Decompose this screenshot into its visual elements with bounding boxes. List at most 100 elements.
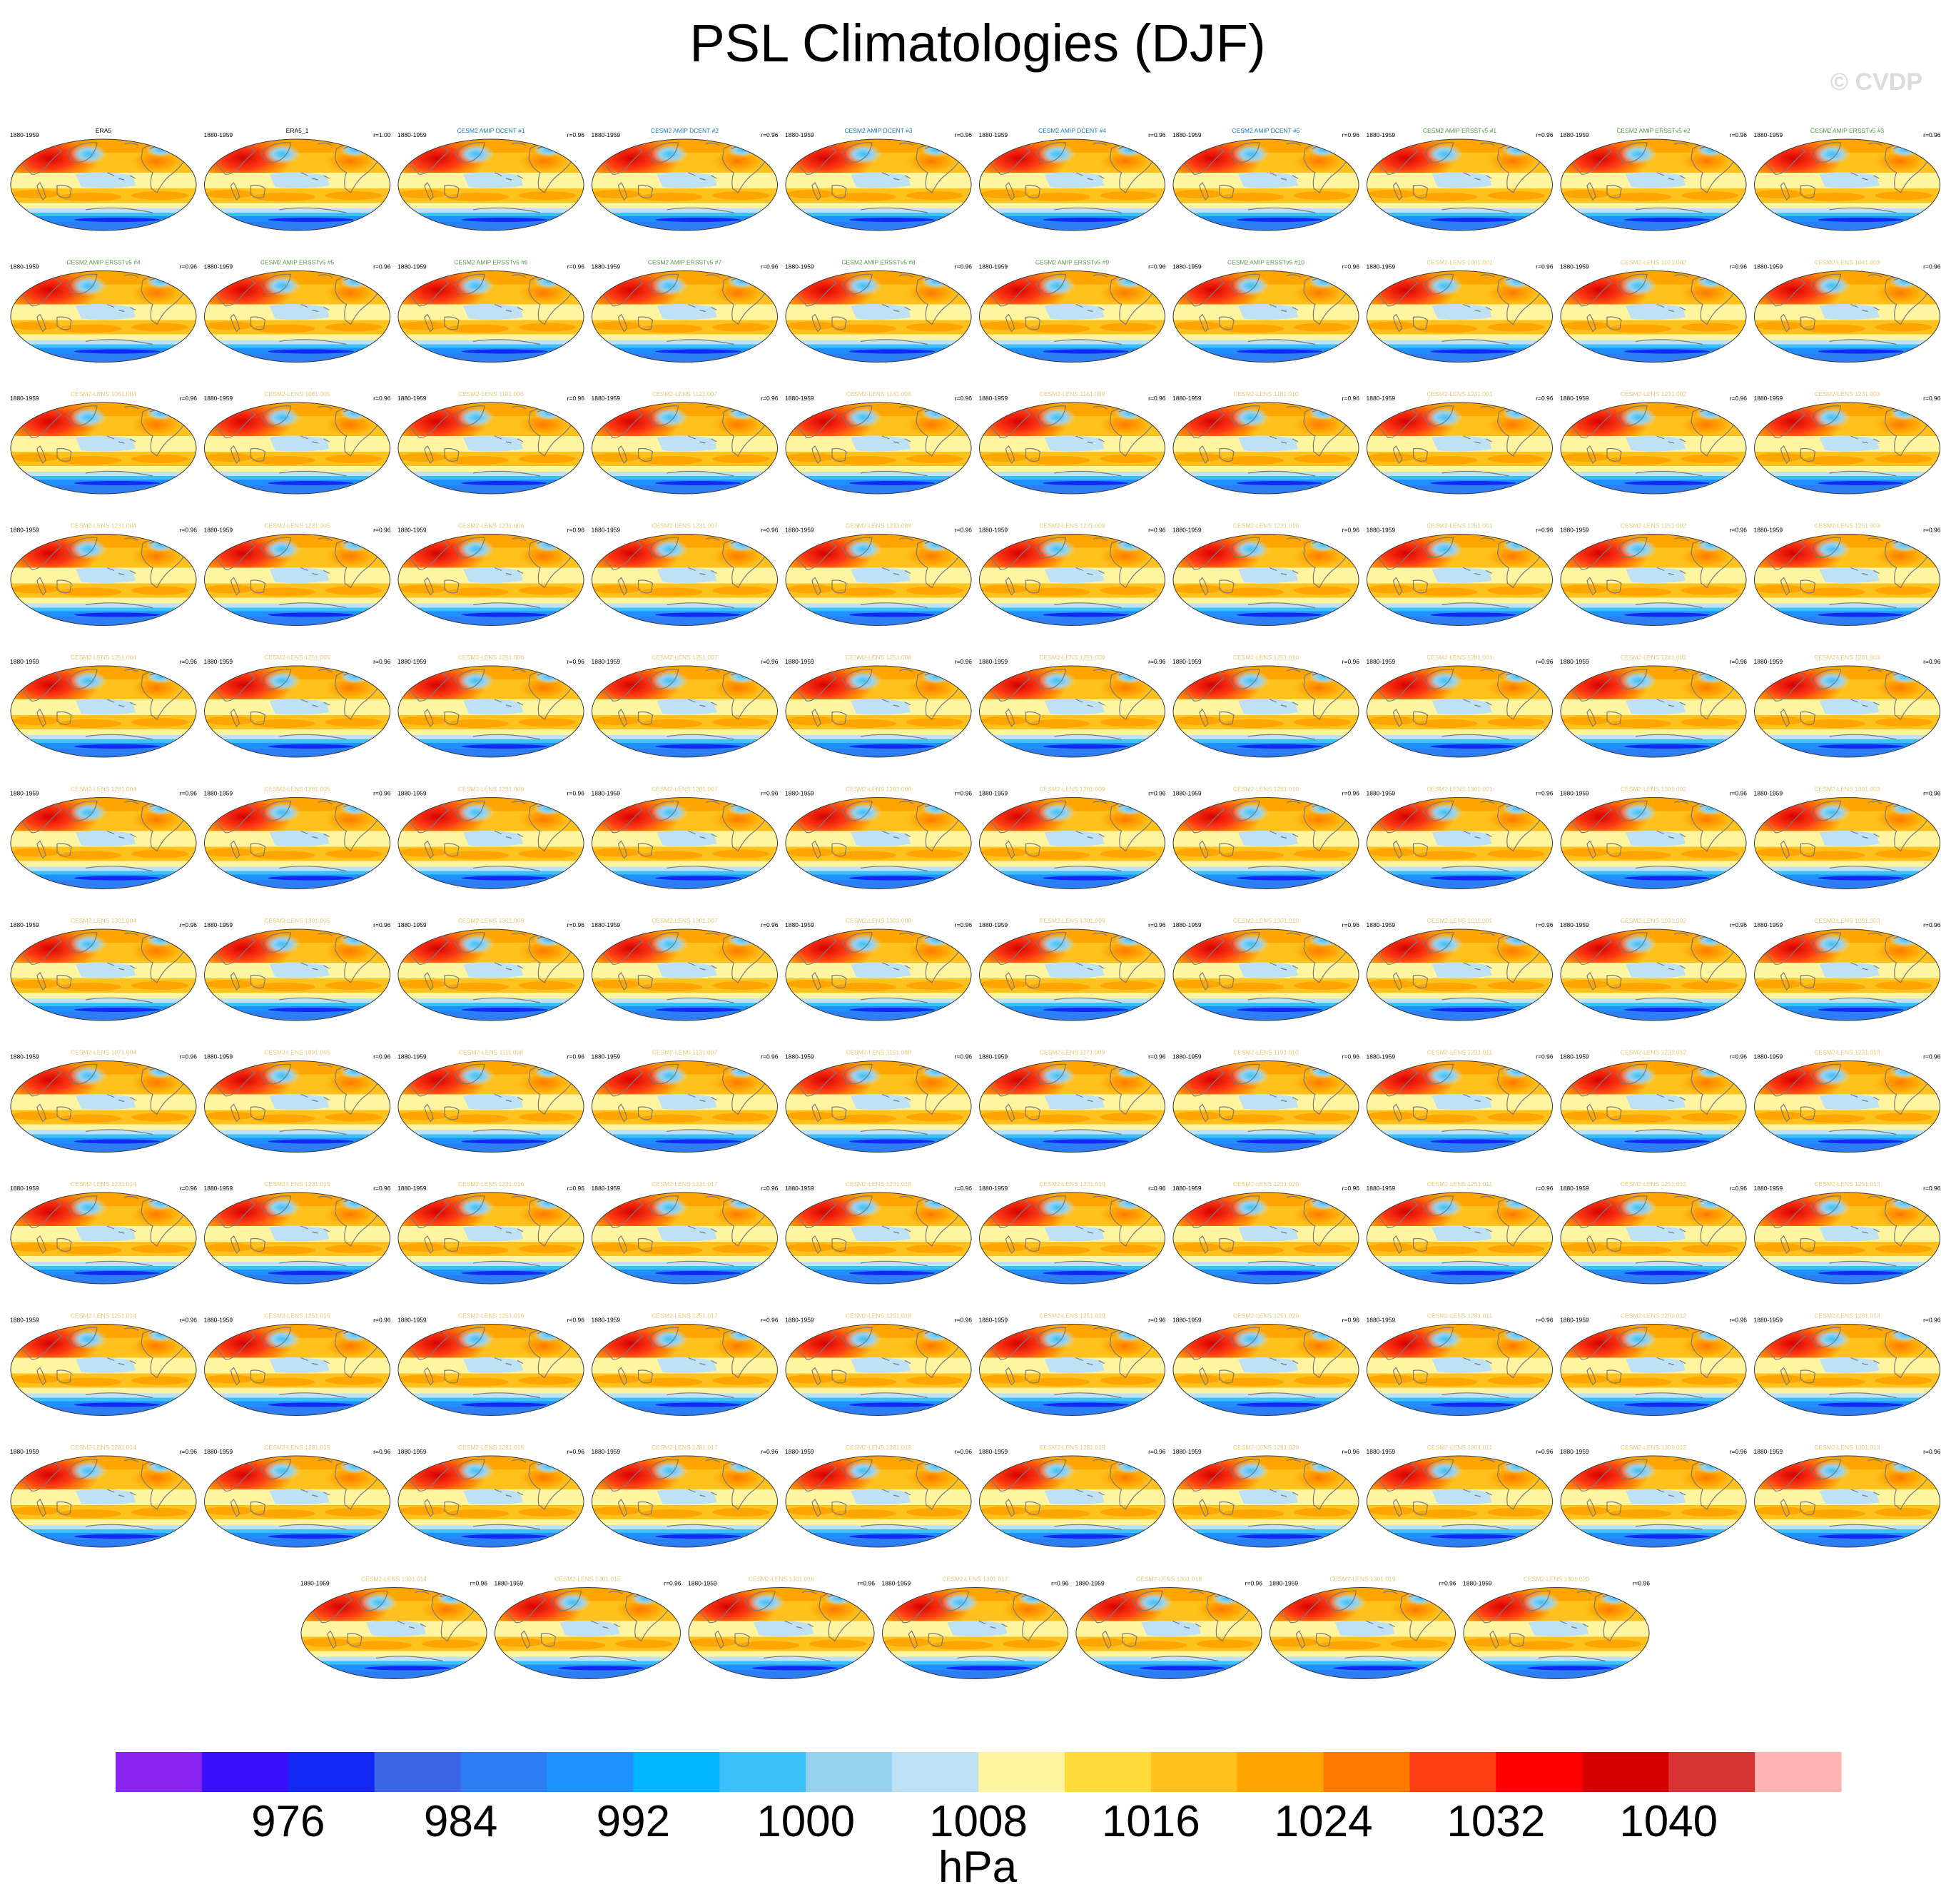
panel-period: 1880-1959 (1560, 131, 1589, 138)
map-panel: CESM2-LENS 1191.010 1880-1959 r=0.96 (1162, 1049, 1359, 1153)
map-panel: CESM2-LENS 1231.003 1880-1959 r=0.96 (1743, 390, 1941, 495)
global-psl-map (1356, 1056, 1554, 1153)
panel-title: CESM2-LENS 1301.017 (942, 1576, 1008, 1583)
panel-title: CESM2-LENS 1231.004 (71, 522, 136, 530)
map-panel: CESM2-LENS 1251.005 1880-1959 r=0.96 (193, 654, 391, 758)
panel-period: 1880-1959 (1367, 790, 1396, 797)
panel-period: 1880-1959 (495, 1580, 524, 1587)
panel-correlation: r=0.96 (1730, 1185, 1748, 1192)
panel-title: CESM2-LENS 1051.003 (1814, 917, 1880, 924)
global-psl-map (0, 924, 197, 1021)
global-psl-map (1356, 924, 1554, 1021)
panel-correlation: r=0.96 (1536, 1448, 1554, 1455)
map-panel: CESM2-LENS 1071.004 1880-1959 r=0.96 (0, 1049, 197, 1153)
global-psl-map (193, 397, 391, 495)
panel-period: 1880-1959 (1754, 658, 1783, 665)
panel-period: 1880-1959 (1172, 131, 1202, 138)
panel-period: 1880-1959 (592, 131, 621, 138)
panel-title: CESM2-LENS 1251.017 (652, 1312, 717, 1320)
map-panel: CESM2 AMIP DCENT #4 1880-1959 r=0.96 (968, 127, 1166, 231)
map-panel: CESM2-LENS 1181.010 1880-1959 r=0.96 (1162, 390, 1359, 495)
panel-period: 1880-1959 (1172, 658, 1202, 665)
panel-period: 1880-1959 (10, 527, 39, 534)
global-psl-map (581, 793, 779, 890)
panel-period: 1880-1959 (1754, 1185, 1783, 1192)
panel-correlation: r=0.96 (567, 131, 585, 138)
panel-correlation: r=0.96 (1148, 131, 1166, 138)
panel-period: 1880-1959 (1172, 1185, 1202, 1192)
map-panel: CESM2-LENS 1231.001 1880-1959 r=0.96 (1356, 390, 1554, 495)
panel-correlation: r=0.96 (180, 263, 198, 270)
panel-period: 1880-1959 (10, 790, 39, 797)
global-psl-map (0, 661, 197, 758)
global-psl-map (387, 266, 584, 363)
panel-title: CESM2-LENS 1231.016 (458, 1180, 524, 1188)
global-psl-map (1162, 793, 1359, 890)
panel-title: CESM2-LENS 1281.008 (846, 786, 911, 793)
panel-correlation: r=0.96 (1536, 658, 1554, 665)
map-panel: CESM2-LENS 1281.019 1880-1959 r=0.96 (968, 1444, 1166, 1548)
colorbar-tick-labels: 976 984 992 1000 1008 1016 1024 1032 1040 (251, 1797, 1718, 1846)
panel-title: CESM2-LENS 1141.008 (846, 390, 911, 397)
map-panel: CESM2-LENS 1281.020 1880-1959 r=0.96 (1162, 1444, 1359, 1548)
global-psl-map (968, 793, 1166, 890)
colorbar-box (806, 1752, 893, 1792)
panel-period: 1880-1959 (397, 658, 427, 665)
panel-correlation: r=0.96 (1342, 658, 1360, 665)
panel-title: CESM2 AMIP ERSSTv5 #3 (1810, 127, 1885, 134)
global-psl-map (387, 1188, 584, 1285)
panel-period: 1880-1959 (1172, 263, 1202, 270)
colorbar-box (1323, 1752, 1411, 1792)
map-panel: CESM2-LENS 1301.013 1880-1959 r=0.96 (1743, 1444, 1941, 1548)
map-panel: CESM2-LENS 1301.017 1880-1959 r=0.96 (871, 1576, 1069, 1680)
panel-title: CESM2-LENS 1251.020 (1233, 1312, 1299, 1320)
map-panel: CESM2 AMIP ERSSTv5 #1 1880-1959 r=0.96 (1356, 127, 1554, 231)
panel-title: CESM2-LENS 1231.010 (1233, 522, 1299, 530)
panel-title: CESM2-LENS 1111.006 (459, 1049, 524, 1056)
map-panel: CESM2-LENS 1301.003 1880-1959 r=0.96 (1743, 786, 1941, 890)
panel-period: 1880-1959 (204, 527, 233, 534)
panel-title: CESM2 AMIP DCENT #1 (457, 127, 525, 134)
panel-title: CESM2-LENS 1251.012 (1621, 1180, 1686, 1188)
panel-period: 1880-1959 (1560, 263, 1589, 270)
panel-period: 1880-1959 (1172, 921, 1202, 928)
panel-correlation: r=0.96 (664, 1580, 681, 1587)
global-psl-map (581, 134, 779, 231)
global-psl-map (774, 1188, 972, 1285)
global-psl-map (1549, 1188, 1747, 1285)
panel-title: CESM2-LENS 1101.006 (458, 390, 524, 397)
panel-title: CESM2-LENS 1251.002 (1621, 522, 1686, 530)
panel-title: CESM2 AMIP DCENT #3 (844, 127, 912, 134)
global-psl-map (968, 1056, 1166, 1153)
map-panel: CESM2-LENS 1231.009 1880-1959 r=0.96 (968, 522, 1166, 627)
panel-title: CESM2 AMIP ERSSTv5 #6 (454, 259, 528, 266)
panel-period: 1880-1959 (397, 790, 427, 797)
panel-correlation: r=0.96 (1148, 790, 1166, 797)
panel-title: CESM2-LENS 1131.007 (652, 1049, 718, 1056)
map-panel: CESM2-LENS 1281.015 1880-1959 r=0.96 (193, 1444, 391, 1548)
map-panel: CESM2-LENS 1301.010 1880-1959 r=0.96 (1162, 917, 1359, 1021)
global-psl-map (193, 530, 391, 627)
panel-period: 1880-1959 (592, 921, 621, 928)
colorbar-box (892, 1752, 979, 1792)
map-panel: CESM2-LENS 1281.013 1880-1959 r=0.96 (1743, 1312, 1941, 1417)
map-panel: CESM2-LENS 1231.012 1880-1959 r=0.96 (1549, 1049, 1747, 1153)
panel-title: CESM2-LENS 1181.010 (1233, 390, 1299, 397)
panel-period: 1880-1959 (1560, 921, 1589, 928)
panel-period: 1880-1959 (397, 1317, 427, 1324)
global-psl-map (581, 1451, 779, 1548)
panel-correlation: r=0.96 (955, 790, 973, 797)
global-psl-map (387, 793, 584, 890)
panel-correlation: r=0.96 (567, 1448, 585, 1455)
panel-period: 1880-1959 (785, 527, 814, 534)
global-psl-map (581, 1320, 779, 1417)
panel-correlation: r=0.96 (373, 1448, 391, 1455)
panel-title: CESM2-LENS 1301.015 (554, 1576, 620, 1583)
panel-period: 1880-1959 (204, 658, 233, 665)
panel-period: 1880-1959 (1754, 921, 1783, 928)
panel-correlation: r=0.96 (1536, 790, 1554, 797)
map-panel: CESM2-LENS 1251.019 1880-1959 r=0.96 (968, 1312, 1166, 1417)
panel-correlation: r=0.96 (567, 395, 585, 402)
panel-period: 1880-1959 (1172, 527, 1202, 534)
map-panel: CESM2-LENS 1301.007 1880-1959 r=0.96 (581, 917, 779, 1021)
